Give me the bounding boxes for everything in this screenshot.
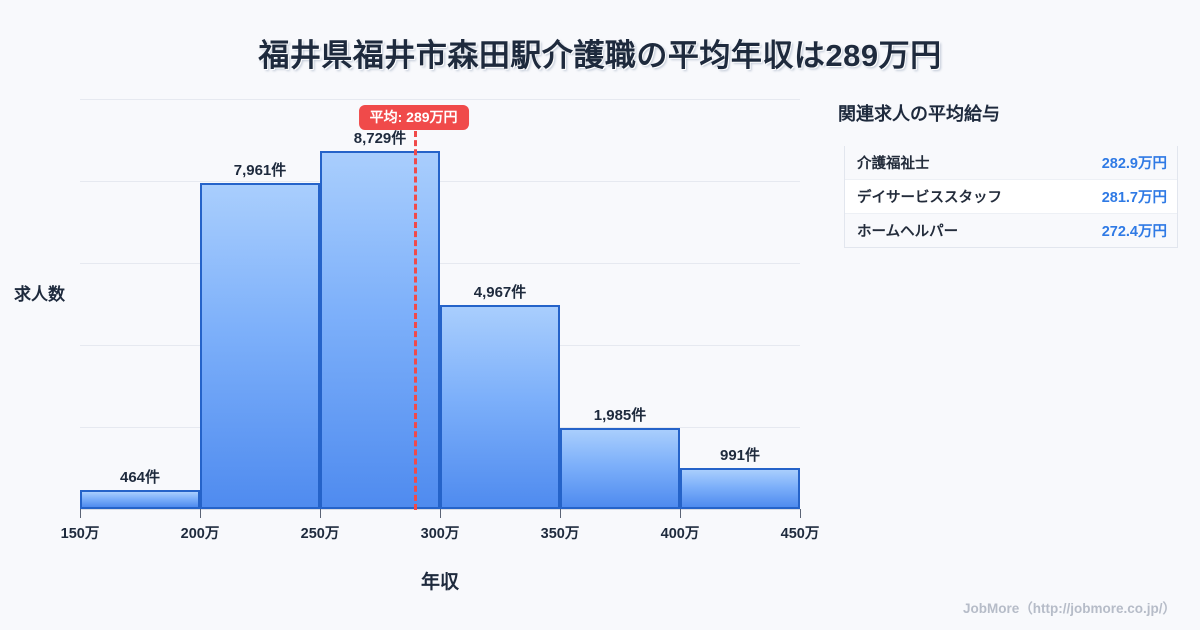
- x-axis-tick-label: 400万: [660, 526, 700, 542]
- bar-value-label: 8,729件: [353, 130, 407, 148]
- histogram-bar: [440, 305, 560, 509]
- bar-value-label: 7,961件: [233, 161, 287, 179]
- y-axis-label: 求人数: [14, 285, 65, 304]
- related-salary-title: 関連求人の平均給与: [838, 104, 1000, 124]
- average-badge: 平均: 289万円: [358, 105, 469, 131]
- x-axis-tick-label: 350万: [540, 526, 580, 542]
- average-dashed-line: [413, 131, 417, 510]
- gridline: [80, 99, 800, 100]
- bar-value-label: 1,985件: [593, 406, 647, 424]
- gridline: [80, 181, 800, 182]
- gridline: [80, 263, 800, 264]
- histogram-bar: [200, 182, 320, 509]
- salary-table-row: ホームヘルパー 272.4万円: [845, 214, 1177, 248]
- salary-amount: 272.4万円: [1101, 224, 1167, 240]
- x-axis-tick: [440, 509, 441, 518]
- bar-value-label: 991件: [719, 447, 761, 465]
- x-axis-tick-label: 450万: [780, 526, 820, 542]
- x-axis-tick: [800, 509, 801, 518]
- footer-watermark: JobMore（http://jobmore.co.jp/）: [963, 601, 1176, 616]
- salary-table-row: 介護福祉士 282.9万円: [845, 146, 1177, 180]
- histogram-bar: [80, 489, 200, 509]
- salary-amount: 282.9万円: [1101, 156, 1167, 172]
- x-axis-label: 年収: [420, 572, 459, 593]
- x-axis-tick: [320, 509, 321, 518]
- histogram-bar: [320, 151, 440, 509]
- salary-job-name: ホームヘルパー: [857, 224, 959, 240]
- page-title: 福井県福井市森田駅介護職の平均年収は289万円: [258, 38, 942, 73]
- x-axis-tick: [80, 509, 81, 518]
- salary-job-name: 介護福祉士: [857, 156, 930, 172]
- x-axis-tick: [200, 509, 201, 518]
- x-axis-tick-label: 250万: [300, 526, 340, 542]
- salary-job-name: デイサービススタッフ: [857, 190, 1002, 206]
- bar-value-label: 4,967件: [473, 284, 527, 302]
- x-axis-tick: [560, 509, 561, 518]
- x-axis-tick-label: 300万: [420, 526, 460, 542]
- histogram-bar: [560, 427, 680, 509]
- related-salary-panel: 関連求人の平均給与 介護福祉士 282.9万円デイサービススタッフ 281.7万円ホ…: [836, 100, 1184, 248]
- x-axis-tick-label: 150万: [60, 526, 100, 542]
- x-axis-tick-label: 200万: [180, 526, 220, 542]
- x-axis-tick: [680, 509, 681, 518]
- related-salary-table: 介護福祉士 282.9万円デイサービススタッフ 281.7万円ホームヘルパー 272.…: [844, 146, 1178, 248]
- histogram-bar: [680, 468, 800, 509]
- bar-value-label: 464件: [119, 468, 161, 486]
- salary-amount: 281.7万円: [1101, 190, 1167, 206]
- salary-table-row: デイサービススタッフ 281.7万円: [845, 180, 1177, 214]
- histogram-chart: 150万 200万 250万 300万 350万 400万 450万 464件 7,961件 8…: [14, 99, 820, 593]
